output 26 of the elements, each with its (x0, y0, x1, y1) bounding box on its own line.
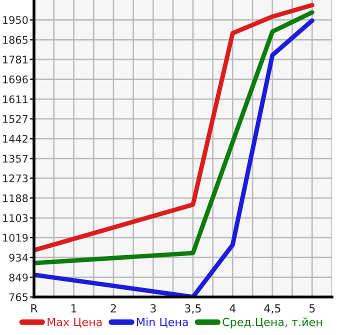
x-tick-label: 3 (150, 304, 156, 313)
y-tick-label: 765 (9, 293, 28, 302)
y-tick-label: 1188 (3, 194, 28, 202)
y-tick-label: 1527 (3, 115, 28, 123)
legend-label: Max Цена (48, 318, 102, 328)
x-tick-label: 3,5 (184, 304, 201, 314)
y-tick-label: 1950 (3, 16, 28, 24)
y-tick-label: 1103 (3, 214, 28, 222)
y-tick-label: 1611 (3, 95, 28, 104)
y-tick-label: 1019 (3, 234, 28, 242)
y-tick-label: 1357 (3, 154, 28, 163)
x-tick-label: 4,5 (264, 304, 280, 314)
x-tick-label: R (31, 304, 38, 312)
legend-label: Min Цена (137, 318, 188, 328)
x-tick-label: 5 (309, 304, 315, 313)
x-tick-label: 1 (71, 304, 76, 312)
y-tick-label: 1781 (3, 56, 28, 64)
x-tick-label: 4 (230, 304, 236, 312)
legend-label: Сред.Цена, т.йен (222, 318, 322, 328)
y-tick-label: 1865 (3, 36, 28, 44)
y-tick-label: 849 (9, 274, 28, 282)
y-tick-label: 934 (9, 254, 28, 262)
y-tick-label: 1442 (3, 134, 28, 143)
y-tick-label: 1696 (3, 76, 28, 84)
x-tick-label: 2 (110, 304, 116, 312)
y-tick-label: 1273 (3, 174, 28, 182)
